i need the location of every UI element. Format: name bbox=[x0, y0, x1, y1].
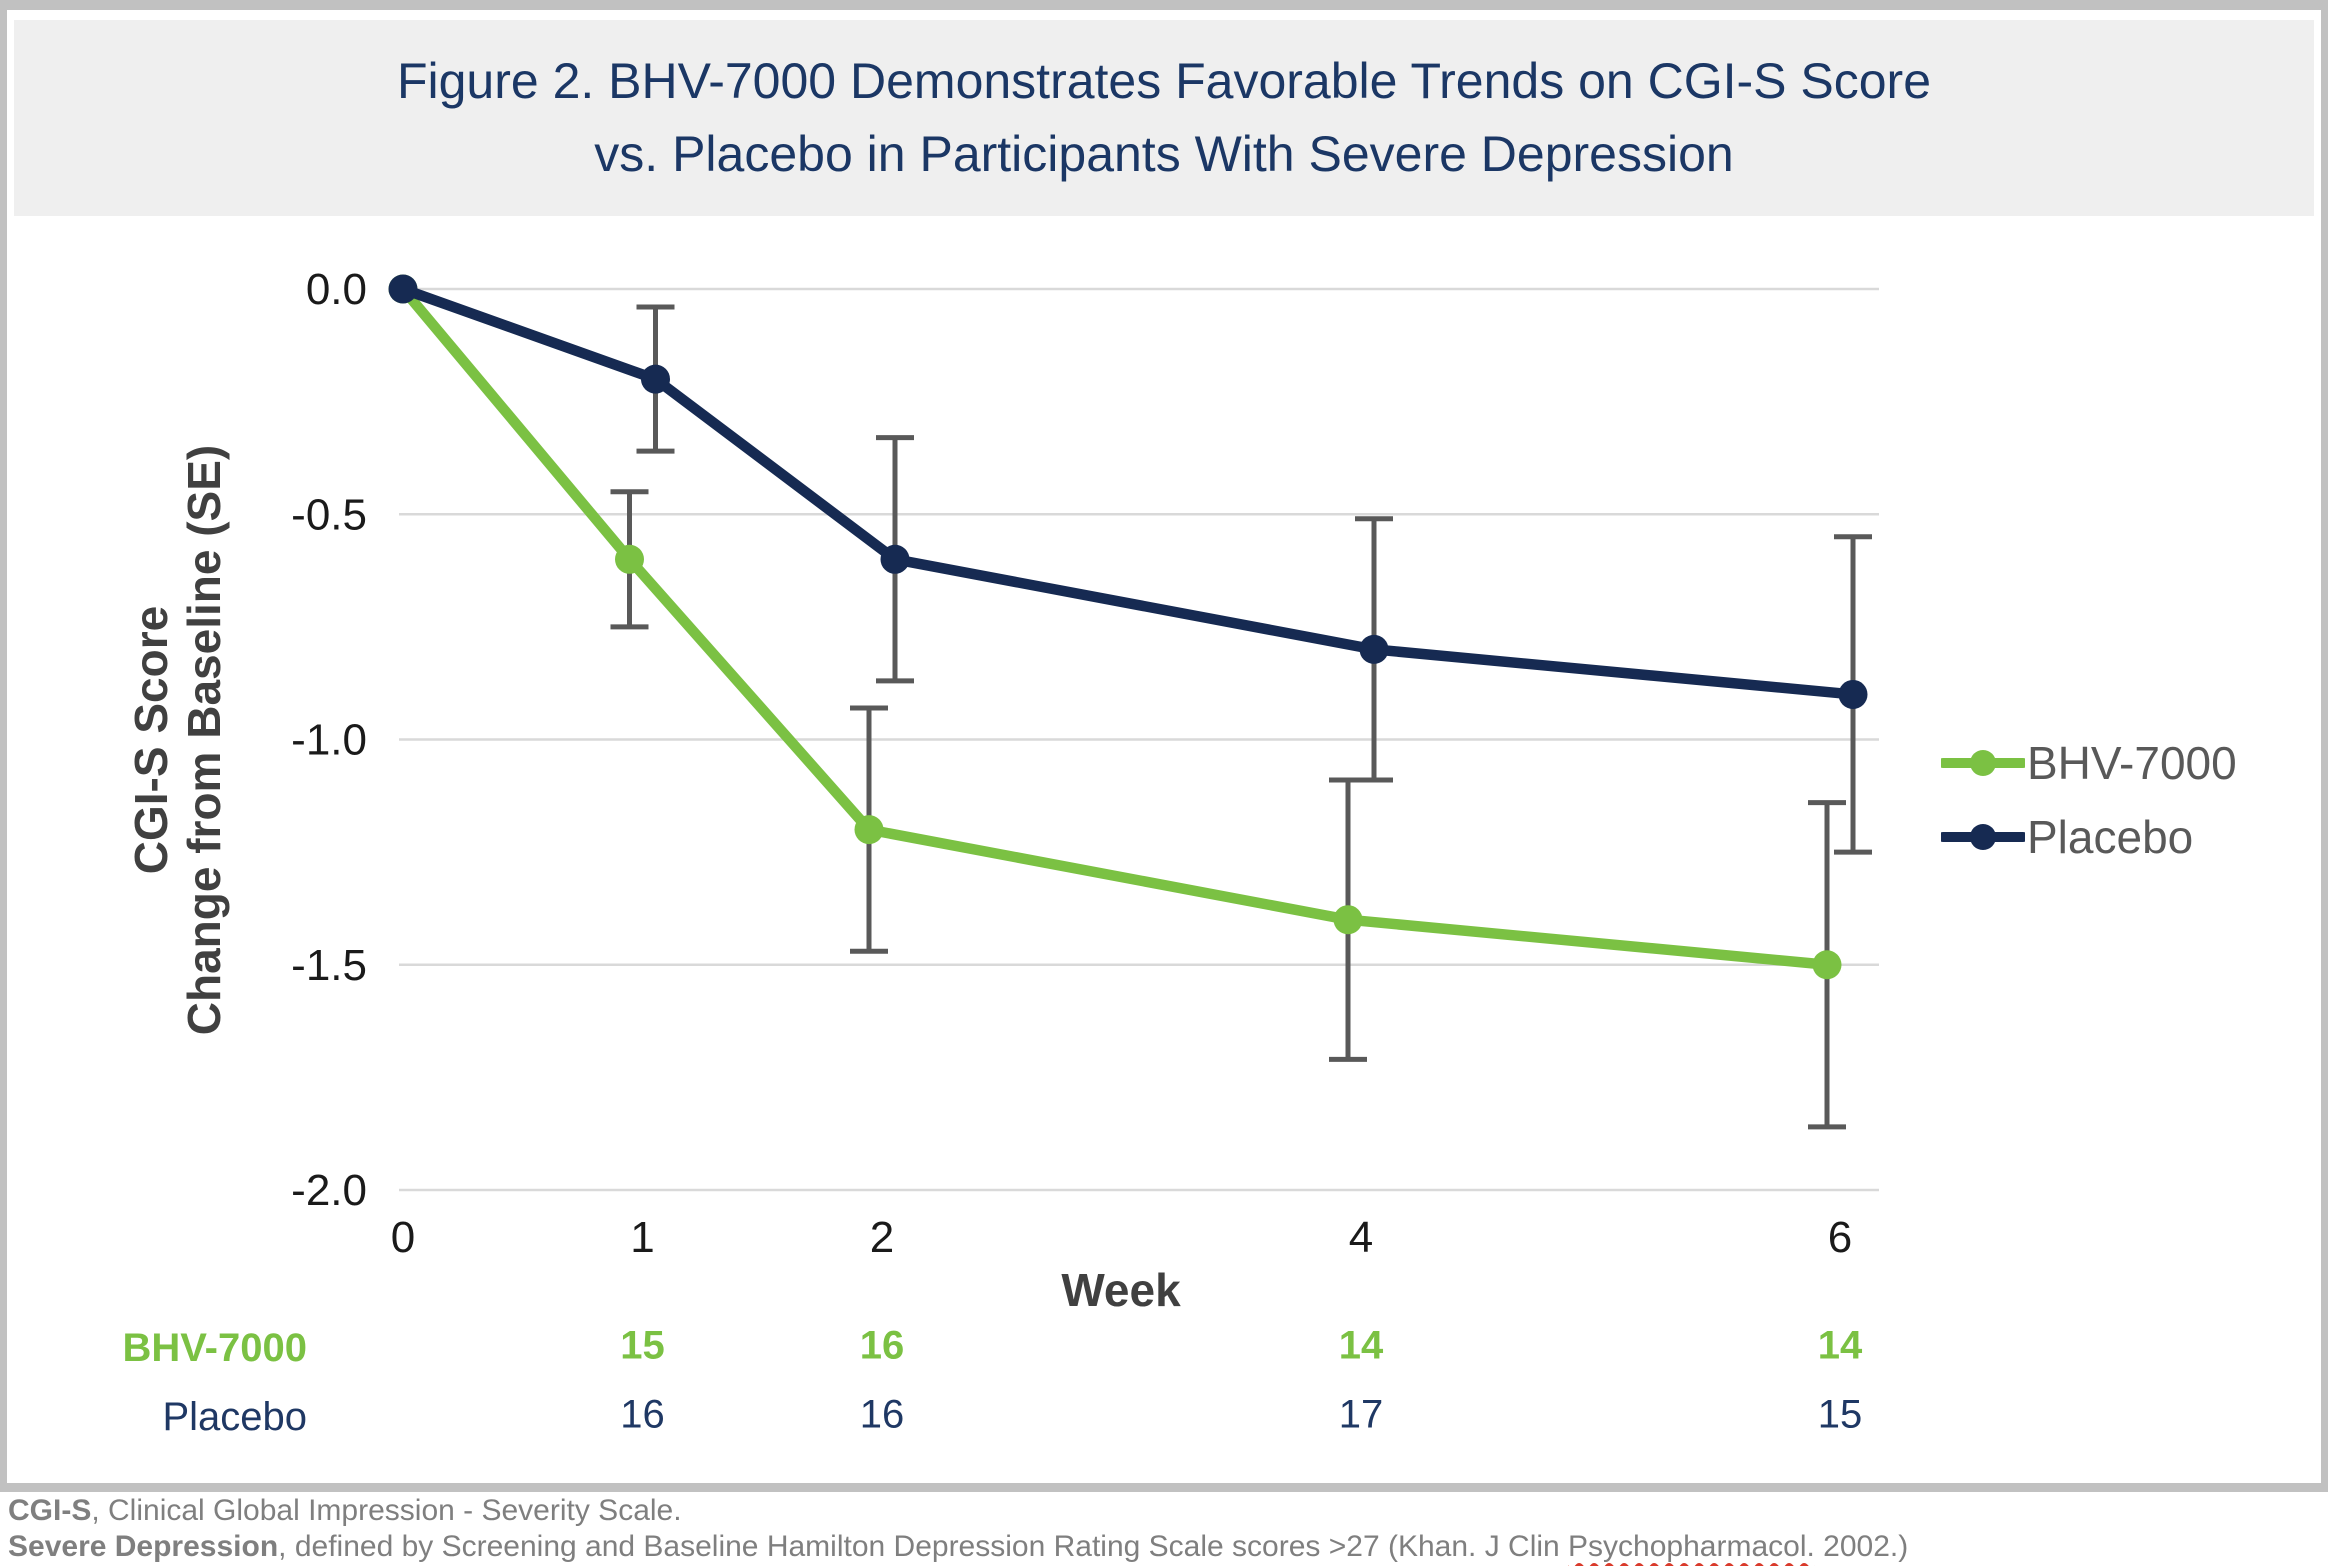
x-tick-label: 1 bbox=[630, 1213, 654, 1262]
legend-label-bhv-7000: BHV-7000 bbox=[2027, 737, 2237, 789]
footnote-severe-depression: Severe Depression, defined by Screening … bbox=[8, 1529, 2318, 1565]
legend-marker-placebo-icon bbox=[1941, 824, 2025, 850]
n-count-placebo-week-4: 17 bbox=[1338, 1392, 1384, 1437]
n-count-placebo-week-1: 16 bbox=[620, 1392, 665, 1437]
data-point-bhv-7000-week-6 bbox=[1812, 950, 1842, 980]
figure-card: Figure 2. BHV-7000 Demonstrates Favorabl… bbox=[0, 0, 2328, 1492]
figure-title-line-2: vs. Placebo in Participants With Severe … bbox=[594, 126, 1734, 182]
y-axis-title-line-1: CGI-S Score bbox=[125, 605, 177, 875]
x-tick-label: 4 bbox=[1349, 1213, 1373, 1262]
n-count-bhv-7000-week-2: 16 bbox=[859, 1323, 905, 1368]
x-axis-title: Week bbox=[1061, 1264, 1181, 1316]
y-tick-label: -1.0 bbox=[291, 716, 367, 765]
y-tick-label: -2.0 bbox=[291, 1166, 367, 1215]
n-count-bhv-7000-week-1: 15 bbox=[620, 1323, 665, 1368]
footnote-cgis-term: CGI-S bbox=[8, 1494, 92, 1527]
data-point-placebo-week-6 bbox=[1838, 679, 1868, 709]
footnote-spellcheck-word: Psychopharmacol. bbox=[1568, 1530, 1815, 1563]
y-axis-title-line-2: Change from Baseline (SE) bbox=[178, 444, 230, 1036]
n-count-bhv-7000-week-6: 14 bbox=[1817, 1323, 1863, 1368]
footnote-sd-text-end: 2002.) bbox=[1814, 1530, 1909, 1563]
chart-legend: BHV-7000 Placebo bbox=[1941, 733, 2237, 867]
data-point-placebo-week-0 bbox=[388, 274, 418, 304]
x-tick-label: 6 bbox=[1828, 1213, 1852, 1262]
footnote-sd-term: Severe Depression bbox=[8, 1530, 279, 1563]
y-tick-label: -0.5 bbox=[291, 490, 367, 539]
data-point-bhv-7000-week-2 bbox=[854, 815, 884, 845]
legend-label-placebo: Placebo bbox=[2027, 811, 2194, 863]
data-point-placebo-week-4 bbox=[1359, 634, 1389, 664]
legend-item-bhv-7000: BHV-7000 bbox=[1941, 733, 2237, 793]
legend-marker-bhv-7000-icon bbox=[1941, 750, 2025, 776]
y-tick-label: -1.5 bbox=[291, 941, 367, 990]
n-count-placebo-week-2: 16 bbox=[859, 1392, 905, 1437]
data-point-bhv-7000-week-1 bbox=[615, 544, 644, 574]
figure-title-line-1: Figure 2. BHV-7000 Demonstrates Favorabl… bbox=[396, 53, 1932, 109]
n-count-bhv-7000-week-4: 14 bbox=[1338, 1323, 1384, 1368]
data-point-placebo-week-1 bbox=[641, 364, 670, 394]
footnotes: CGI-S, Clinical Global Impression - Seve… bbox=[8, 1493, 2318, 1565]
x-tick-label: 0 bbox=[391, 1213, 415, 1262]
n-count-placebo-week-6: 15 bbox=[1817, 1392, 1863, 1437]
footnote-cgis: CGI-S, Clinical Global Impression - Seve… bbox=[8, 1493, 2318, 1529]
footnote-cgis-text: , Clinical Global Impression - Severity … bbox=[91, 1494, 682, 1527]
n-table-row-label-bhv-7000: BHV-7000 bbox=[122, 1326, 307, 1370]
footnote-sd-text: , defined by Screening and Baseline Hami… bbox=[278, 1530, 1569, 1563]
legend-item-placebo: Placebo bbox=[1941, 807, 2237, 867]
data-point-placebo-week-2 bbox=[880, 544, 910, 574]
n-table-row-label-placebo: Placebo bbox=[162, 1395, 307, 1439]
y-axis-title: CGI-S Score Change from Baseline (SE) bbox=[125, 340, 235, 1140]
y-tick-label: 0.0 bbox=[306, 265, 367, 314]
title-band: Figure 2. BHV-7000 Demonstrates Favorabl… bbox=[14, 20, 2314, 216]
x-tick-label: 2 bbox=[870, 1213, 894, 1262]
data-point-bhv-7000-week-4 bbox=[1333, 905, 1363, 935]
